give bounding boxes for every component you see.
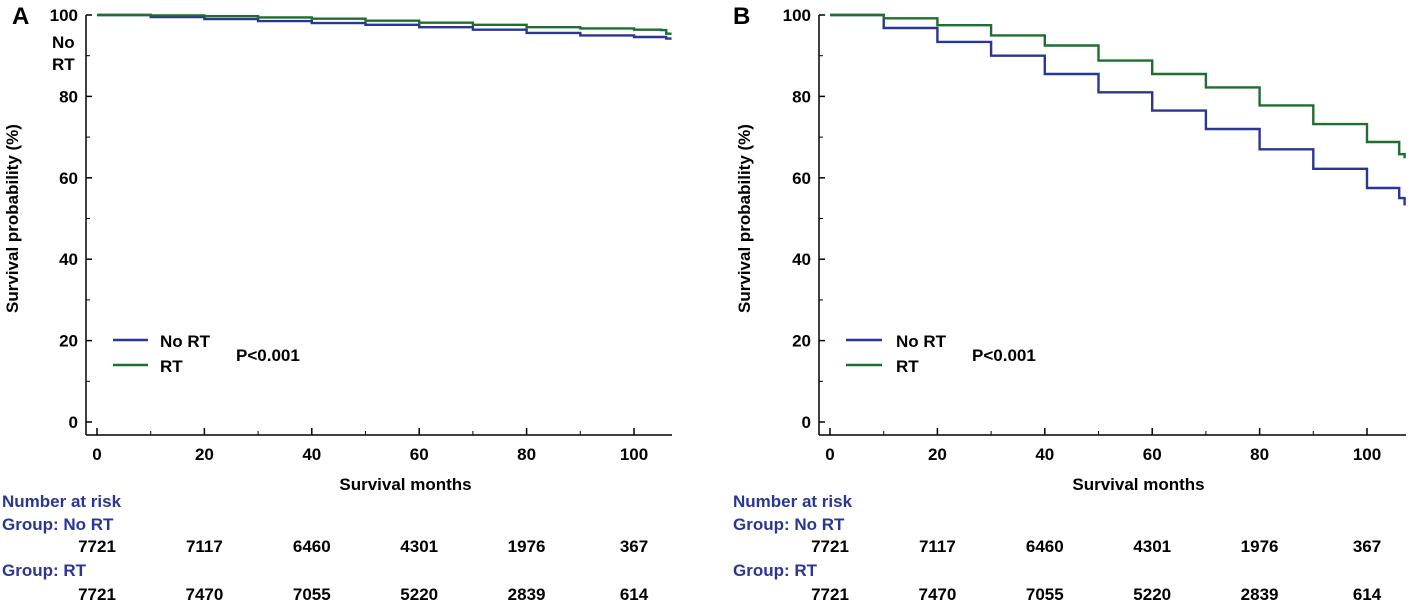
risk-table-title: Number at risk: [2, 492, 122, 511]
panel-b: B 0 20 40 60 80 100 0 20 40 60 80 100 Survival months…: [733, 3, 1406, 604]
y-axis-title: Survival probability (%): [3, 124, 22, 313]
risk-table-group-label: Group: No RT: [2, 515, 114, 534]
risk-table-cell: 7721: [78, 537, 116, 556]
x-tick-label: 0: [825, 445, 834, 464]
y-tick-label: 40: [792, 250, 811, 269]
p-value-annotation: P<0.001: [236, 346, 300, 365]
legend-label: RT: [160, 357, 183, 376]
stray-series-label: No RT: [52, 33, 75, 74]
x-tick-label: 100: [620, 445, 648, 464]
y-tick-label: 40: [59, 250, 78, 269]
p-value-annotation: P<0.001: [972, 346, 1036, 365]
risk-table-cell: 7117: [186, 537, 223, 556]
curve-no-rt: [97, 13, 672, 40]
curve-rt: [830, 13, 1406, 159]
risk-table-cell: 367: [620, 537, 648, 556]
risk-table-cell: 7055: [1026, 585, 1064, 604]
risk-table-cell: 5220: [400, 585, 438, 604]
legend-label: No RT: [160, 332, 211, 351]
y-tick-label: 80: [59, 87, 78, 106]
curve-rt: [97, 13, 672, 35]
x-tick-label: 20: [195, 445, 214, 464]
x-tick-label: 100: [1353, 445, 1381, 464]
risk-table-cell: 1976: [1241, 537, 1279, 556]
risk-table-group-label: Group: RT: [733, 561, 818, 580]
x-tick-label: 60: [410, 445, 429, 464]
x-tick-label: 0: [92, 445, 101, 464]
panel-a: A 0 20 40 60 80 100 0 20 40 60 80 100 Survival months…: [2, 3, 672, 604]
x-tick-label: 40: [1035, 445, 1054, 464]
legend-label: No RT: [896, 332, 947, 351]
y-tick-label: 60: [792, 169, 811, 188]
risk-table-cell: 7055: [293, 585, 331, 604]
curve-no-rt: [830, 13, 1406, 206]
risk-table-cell: 4301: [400, 537, 438, 556]
risk-table-cell: 7470: [185, 585, 223, 604]
panel-label: A: [12, 3, 29, 30]
y-axis-title: Survival probability (%): [735, 124, 754, 313]
panel-label: B: [733, 3, 750, 30]
stray-label-line: RT: [52, 55, 75, 74]
y-tick-label: 0: [69, 413, 78, 432]
x-tick-label: 60: [1143, 445, 1162, 464]
risk-table-cell: 7117: [919, 537, 956, 556]
risk-table-cell: 4301: [1133, 537, 1171, 556]
risk-table-cell: 367: [1353, 537, 1381, 556]
x-axis-title: Survival months: [1072, 475, 1204, 494]
risk-table-cell: 2839: [508, 585, 546, 604]
risk-table-group-label: Group: No RT: [733, 515, 845, 534]
risk-table-cell: 6460: [1026, 537, 1064, 556]
risk-table-cell: 7470: [918, 585, 956, 604]
x-tick-label: 40: [302, 445, 321, 464]
risk-table-cell: 2839: [1241, 585, 1279, 604]
y-tick-label: 0: [802, 413, 811, 432]
risk-table-cell: 7721: [811, 585, 849, 604]
risk-table-title: Number at risk: [733, 492, 853, 511]
risk-table-cell: 5220: [1133, 585, 1171, 604]
risk-table-cell: 7721: [811, 537, 849, 556]
y-tick-label: 60: [59, 169, 78, 188]
y-tick-label: 80: [792, 87, 811, 106]
risk-table-cell: 6460: [293, 537, 331, 556]
risk-table-cell: 1976: [508, 537, 546, 556]
stray-label-line: No: [52, 33, 75, 52]
y-tick-label: 20: [792, 332, 811, 351]
risk-table-cell: 614: [1353, 585, 1382, 604]
risk-table-cell: 7721: [78, 585, 116, 604]
x-tick-label: 80: [1250, 445, 1269, 464]
x-tick-label: 80: [517, 445, 536, 464]
risk-table-group-label: Group: RT: [2, 561, 87, 580]
y-tick-label: 100: [50, 6, 78, 25]
x-axis-title: Survival months: [339, 475, 471, 494]
risk-table-cell: 614: [620, 585, 649, 604]
y-tick-label: 100: [783, 6, 811, 25]
legend-label: RT: [896, 357, 919, 376]
x-tick-label: 20: [928, 445, 947, 464]
y-tick-label: 20: [59, 332, 78, 351]
